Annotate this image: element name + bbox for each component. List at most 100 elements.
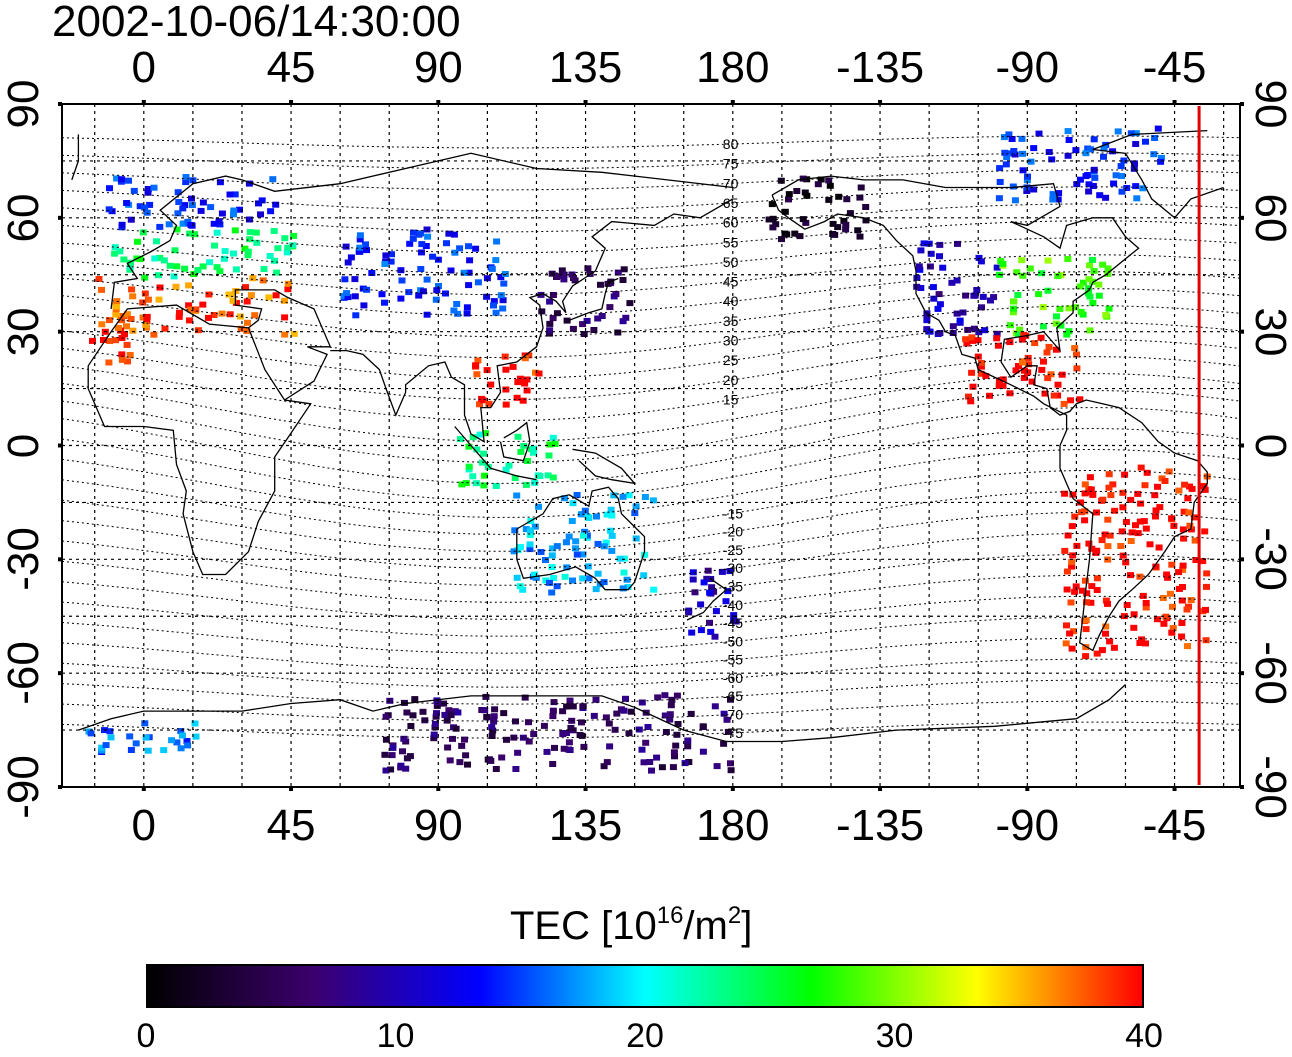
tec-cell <box>500 710 508 717</box>
tec-cell <box>785 191 793 198</box>
tec-cell <box>996 165 1004 172</box>
tec-cell <box>1175 487 1183 494</box>
tec-cell <box>483 275 491 282</box>
tec-cell <box>1015 363 1022 369</box>
tec-cell <box>516 583 524 590</box>
tec-cell <box>673 692 681 699</box>
tec-cell <box>1055 190 1063 197</box>
tec-cell <box>799 175 807 182</box>
tec-cell <box>1123 602 1131 608</box>
tec-cell <box>1087 146 1095 153</box>
tec-cell <box>382 713 390 720</box>
map-title: 2002-10-06/14:30:00 <box>52 0 461 46</box>
tec-cell <box>1063 622 1070 629</box>
tec-cell <box>916 266 924 273</box>
tec-cell <box>1202 637 1210 644</box>
tec-cell <box>953 310 961 317</box>
tec-cell <box>500 280 508 287</box>
tec-cell <box>402 765 410 772</box>
tec-cell <box>600 763 608 770</box>
tec-cell <box>1065 328 1073 335</box>
tec-cell <box>632 535 640 542</box>
tec-cell <box>519 397 527 404</box>
tec-cell <box>272 292 280 299</box>
colorbar-title-main: TEC [10 <box>510 904 657 948</box>
tec-cell <box>1054 273 1062 280</box>
tec-cell <box>497 292 505 299</box>
tec-cell <box>622 695 629 702</box>
tec-cell <box>1154 483 1161 490</box>
tec-cell <box>649 497 657 504</box>
tec-cell <box>479 397 487 404</box>
tec-cell <box>948 279 956 286</box>
tec-cell <box>106 185 113 192</box>
tec-cell <box>561 573 569 580</box>
tec-cell <box>1096 192 1104 199</box>
tec-cell <box>720 710 728 717</box>
tec-cell <box>118 356 126 363</box>
tec-cell <box>553 310 561 317</box>
tec-cell <box>284 244 292 251</box>
tec-cell <box>1063 586 1071 593</box>
tec-cell <box>977 258 985 265</box>
tec-cell <box>229 297 237 304</box>
tec-cell <box>641 494 649 500</box>
tec-cell <box>1143 469 1151 476</box>
magnetic-latitude-label: 55 <box>723 234 739 250</box>
tec-cell <box>535 503 542 510</box>
tec-cell <box>769 215 777 222</box>
tec-cell <box>642 739 650 746</box>
tec-cell <box>563 703 571 710</box>
tec-cell <box>521 355 529 362</box>
magnetic-latitude-label: -30 <box>723 560 743 576</box>
tec-cell <box>648 767 655 774</box>
tec-cell <box>1081 490 1089 497</box>
tec-cell <box>269 176 277 183</box>
longitude-tick-label: 135 <box>548 801 623 850</box>
tec-cell <box>949 330 957 336</box>
tec-cell <box>226 191 234 198</box>
tec-cell <box>835 193 843 200</box>
tec-cell <box>1130 624 1138 631</box>
tec-cell <box>1047 371 1055 378</box>
tec-cell <box>281 331 289 338</box>
tec-cell <box>817 176 825 183</box>
tec-cell <box>265 294 273 301</box>
tec-cell <box>975 329 983 336</box>
tec-cell <box>1082 150 1090 157</box>
tec-cell <box>1019 359 1026 366</box>
tec-cell <box>281 297 288 304</box>
tec-cell <box>831 231 839 238</box>
tec-cell <box>580 532 587 539</box>
tec-cell <box>964 326 972 333</box>
tec-cell <box>535 370 543 377</box>
tec-cell <box>1142 600 1150 606</box>
tec-cell <box>341 276 349 283</box>
tec-cell <box>1142 525 1150 532</box>
magnetic-latitude-label: -20 <box>723 524 743 540</box>
tec-cell <box>1136 573 1144 580</box>
tec-cell <box>1179 584 1186 590</box>
tec-cell <box>218 310 226 317</box>
tec-cell <box>106 728 114 735</box>
tec-cell <box>472 362 480 369</box>
tec-cell <box>415 292 423 299</box>
tec-cell <box>1089 256 1096 263</box>
tec-cell <box>627 708 635 715</box>
tec-cell <box>777 177 785 184</box>
tec-cell <box>1072 304 1079 311</box>
tec-cell <box>613 710 621 717</box>
tec-cell <box>1127 496 1135 503</box>
tec-cell <box>685 759 693 765</box>
tec-cell <box>1093 587 1101 593</box>
tec-cell <box>1099 261 1107 268</box>
tec-cell <box>772 221 780 228</box>
tec-cell <box>718 568 726 575</box>
tec-cell <box>1001 149 1009 156</box>
tec-cell <box>825 177 833 184</box>
tec-cell <box>512 766 520 772</box>
tec-cell <box>1150 151 1158 158</box>
tec-cell <box>281 235 289 242</box>
magnetic-latitude-label: -25 <box>723 542 743 558</box>
